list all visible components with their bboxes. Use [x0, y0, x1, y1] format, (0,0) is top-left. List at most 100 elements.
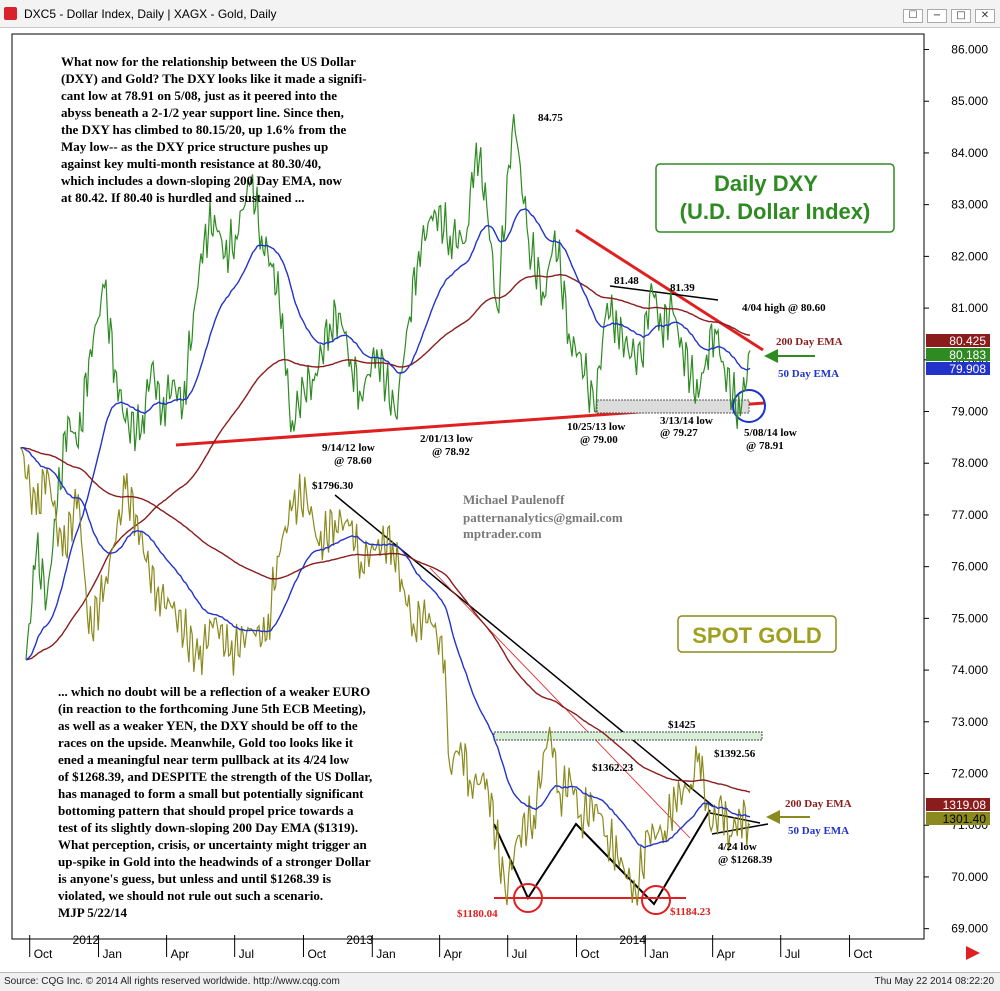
y-tick-label: 79.000	[951, 405, 988, 419]
maximize-button[interactable]: □	[951, 9, 971, 23]
last-value-gold-200ema: 1319.08	[926, 798, 990, 812]
last-value-gold-price: 1301.40	[926, 812, 990, 826]
source-text: Source: CQG Inc. © 2014 All rights reser…	[4, 976, 340, 987]
minimize-button[interactable]: −	[927, 9, 947, 23]
timestamp: Thu May 22 2014 08:22:20	[874, 976, 994, 987]
last-value-dxy-200ema: 80.425	[926, 334, 990, 348]
x-tick-label: Jan	[649, 947, 668, 961]
commentary-line: which includes a down-sloping 200 Day EM…	[61, 173, 343, 188]
label-low-2012-a: 9/14/12 low	[322, 442, 375, 454]
label-apr-high: 4/04 high @ 80.60	[742, 302, 826, 314]
label-gold-1392: $1392.56	[714, 748, 756, 760]
x-tick-label: Jan	[376, 947, 395, 961]
x-tick-label: Apr	[717, 947, 736, 961]
author-email: patternanalytics@gmail.com	[463, 510, 623, 525]
dxy-title-line1: Daily DXY	[714, 171, 818, 196]
commentary-line: MJP 5/22/14	[58, 905, 127, 920]
commentary-line: cant low at 78.91 on 5/08, just as it pe…	[61, 88, 337, 103]
x-year-label: 2014	[619, 933, 646, 947]
commentary-line: has managed to form a small but potentia…	[58, 786, 364, 801]
gold-1425-box	[493, 731, 763, 741]
x-tick-label: Oct	[581, 947, 600, 961]
commentary-line: ... which no doubt will be a reflection …	[58, 684, 370, 699]
last-value-dxy-50ema: 79.908	[926, 362, 990, 376]
dxy-support-box	[596, 399, 750, 414]
label-gold-low-b: $1184.23	[670, 906, 711, 918]
commentary-line: races on the upside. Meanwhile, Gold too…	[58, 735, 354, 750]
svg-text:79.908: 79.908	[949, 362, 986, 376]
commentary-line: against key multi-month resistance at 80…	[61, 156, 321, 171]
x-tick-label: Jul	[512, 947, 527, 961]
close-button[interactable]: ✕	[975, 9, 995, 23]
commentary-line: What perception, crisis, or uncertainty …	[58, 837, 367, 852]
label-gold-1425: $1425	[668, 719, 696, 731]
status-footer: Source: CQG Inc. © 2014 All rights reser…	[0, 972, 1000, 991]
y-tick-label: 74.000	[951, 663, 988, 677]
commentary-line: at 80.42. If 80.40 is hurdled and sustai…	[61, 190, 304, 205]
svg-text:80.183: 80.183	[949, 348, 986, 362]
x-tick-label: Oct	[34, 947, 53, 961]
gold-low-circle-a	[513, 883, 543, 913]
svg-text:1301.40: 1301.40	[943, 812, 987, 826]
gold-200ema-line	[20, 447, 751, 793]
y-tick-label: 82.000	[951, 249, 988, 263]
y-tick-label: 73.000	[951, 715, 988, 729]
commentary-line: the DXY has climbed to 80.15/20, up 1.6%…	[61, 122, 347, 137]
label-gold-high: $1796.30	[312, 480, 354, 492]
commentary-line: May low-- as the DXY price structure pus…	[61, 139, 328, 154]
svg-text:1319.08: 1319.08	[943, 798, 987, 812]
gold-title: SPOT GOLD	[692, 623, 822, 648]
commentary-line: (in reaction to the forthcoming June 5th…	[58, 701, 366, 716]
commentary-line: (DXY) and Gold? The DXY looks like it ma…	[61, 71, 367, 86]
gold-50ema-line	[20, 447, 751, 849]
y-tick-label: 78.000	[951, 456, 988, 470]
y-tick-label: 85.000	[951, 94, 988, 108]
label-low-2013b-a: 10/25/13 low	[567, 421, 625, 433]
y-tick-label: 83.000	[951, 198, 988, 212]
label-low-2013b-b: @ 79.00	[580, 434, 618, 446]
restore-icon[interactable]: ☐	[903, 9, 923, 23]
label-gold-200ema: 200 Day EMA	[785, 798, 852, 810]
author-site: mptrader.com	[463, 526, 542, 541]
x-tick-label: Apr	[444, 947, 463, 961]
label-low-2013a-b: @ 78.92	[432, 446, 470, 458]
dxy-50ema-line	[25, 208, 751, 661]
label-low-2012-b: @ 78.60	[334, 455, 372, 467]
label-dxy-high: 84.75	[538, 112, 563, 124]
svg-text:80.425: 80.425	[949, 334, 986, 348]
gold-arrow	[766, 810, 810, 824]
y-tick-label: 76.000	[951, 560, 988, 574]
label-low-2014b-a: 5/08/14 low	[744, 427, 797, 439]
x-year-label: 2012	[73, 933, 100, 947]
commentary-line: ened a meaningful near term pullback at …	[58, 752, 350, 767]
commentary-line: violated, we should not rule out such a …	[58, 888, 323, 903]
author-block: Michael Paulenoff patternanalytics@gmail…	[463, 492, 623, 541]
app-logo-icon	[4, 7, 17, 20]
commentary-line: test of its slightly down-sloping 200 Da…	[58, 820, 358, 835]
dxy-resistance-line	[575, 228, 764, 352]
y-tick-label: 84.000	[951, 146, 988, 160]
label-low-2014b-b: @ 78.91	[746, 440, 784, 452]
scroll-right-icon[interactable]	[966, 946, 980, 960]
label-gold-50ema: 50 Day EMA	[788, 825, 849, 837]
dxy-low-circle	[732, 389, 766, 423]
x-tick-label: Apr	[171, 947, 190, 961]
y-tick-label: 77.000	[951, 508, 988, 522]
gold-w-pattern	[493, 809, 711, 906]
x-tick-label: Jan	[103, 947, 122, 961]
last-value-dxy-price: 80.183	[926, 348, 990, 362]
dxy-200ema-line	[25, 273, 751, 661]
commentary-line: bottoming pattern that should propel pri…	[58, 803, 354, 818]
label-dxy-50ema: 50 Day EMA	[778, 368, 839, 380]
y-tick-label: 72.000	[951, 767, 988, 781]
window-titlebar: DXC5 - Dollar Index, Daily | XAGX - Gold…	[0, 0, 1000, 28]
price-chart[interactable]: 86.00085.00084.00083.00082.00081.00080.0…	[0, 28, 1000, 972]
dxy-arrow	[764, 349, 815, 363]
gold-low-circle-b	[641, 885, 671, 915]
y-tick-label: 69.000	[951, 922, 988, 936]
commentary-bottom: ... which no doubt will be a reflection …	[58, 684, 372, 920]
label-gold-1362: $1362.23	[592, 762, 634, 774]
author-name: Michael Paulenoff	[463, 492, 565, 507]
y-tick-label: 70.000	[951, 870, 988, 884]
dxy-title-line2: (U.D. Dollar Index)	[680, 199, 871, 224]
